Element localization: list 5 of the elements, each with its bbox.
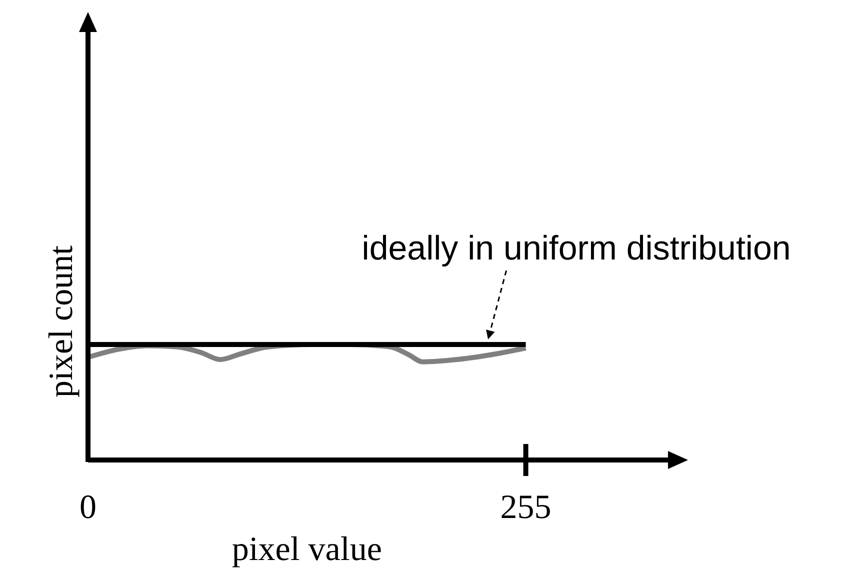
x-tick-label: 0	[80, 489, 96, 526]
y-axis-title: pixel count	[43, 244, 80, 398]
x-axis-title: pixel value	[232, 531, 382, 568]
annotation: ideally in uniform distribution	[362, 230, 791, 268]
x-tick-label: 255	[500, 489, 552, 526]
